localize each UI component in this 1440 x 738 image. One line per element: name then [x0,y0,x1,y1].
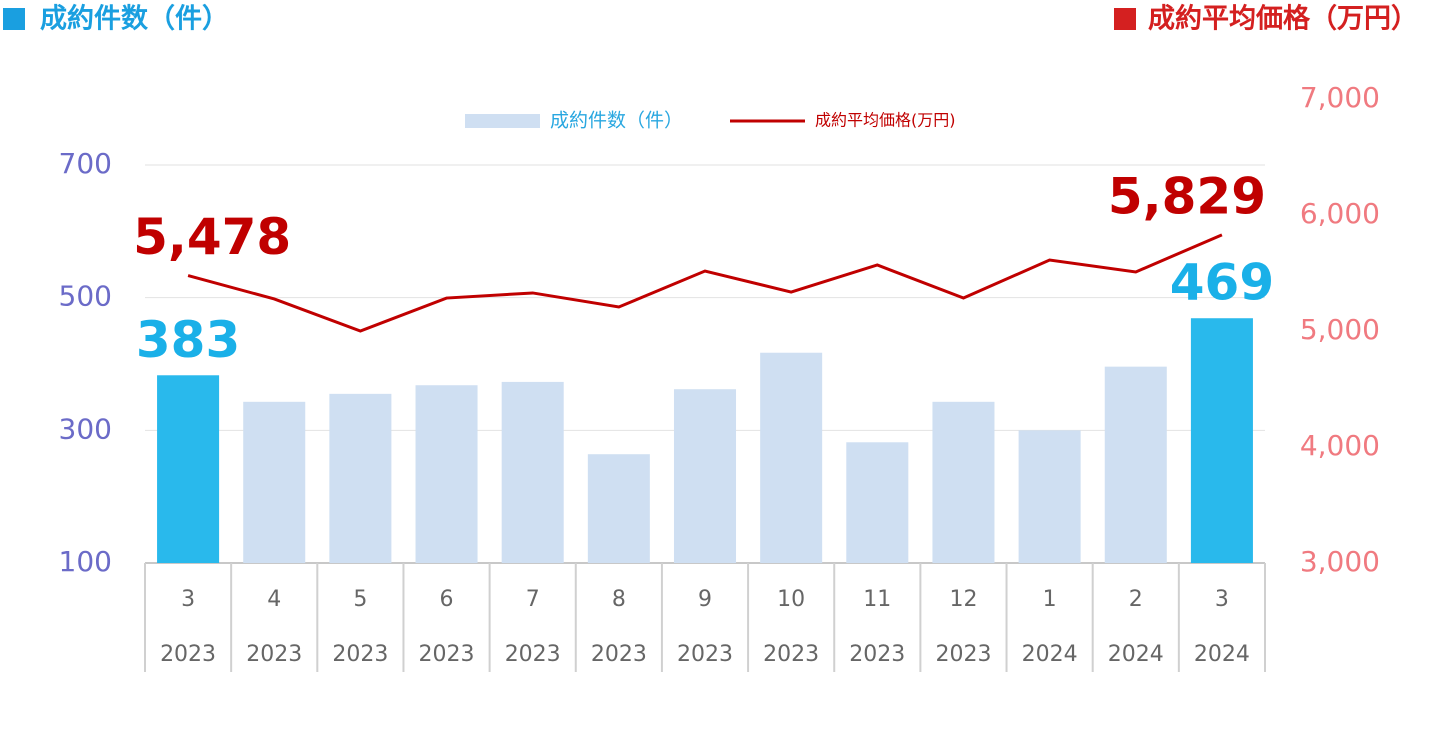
bar-value-label: 383 [136,311,240,369]
x-tick-label: 7 [526,587,540,612]
x-year-label: 2023 [935,642,991,667]
bar [1018,430,1081,563]
legend-label: 成約件数（件） [550,110,683,132]
x-year-label: 2023 [332,642,388,667]
bar [673,389,737,563]
right-title-marker [1114,8,1136,30]
x-tick-label: 3 [1215,587,1229,612]
x-tick-label: 6 [440,587,454,612]
x-tick-label: 4 [267,587,281,612]
x-year-label: 2023 [160,642,216,667]
right-axis-title: 成約平均価格（万円） [1148,3,1418,35]
y-tick-label: 300 [59,412,112,445]
x-year-label: 2023 [849,642,905,667]
y-tick-label: 700 [59,147,112,180]
x-year-label: 2023 [763,642,819,667]
bar [760,352,823,563]
y2-tick-label: 6,000 [1300,197,1380,230]
line-value-label: 5,478 [133,208,291,266]
x-tick-label: 3 [181,587,195,612]
x-tick-label: 11 [863,587,891,612]
x-year-label: 2024 [1108,642,1164,667]
bar [1190,318,1253,563]
legend-label: 成約平均価格(万円) [815,111,956,130]
bar [501,381,564,563]
x-tick-label: 8 [612,587,626,612]
y2-tick-label: 7,000 [1300,81,1380,114]
bar [157,375,220,563]
bar [846,442,909,563]
x-tick-label: 1 [1043,587,1057,612]
x-year-label: 2023 [591,642,647,667]
y2-tick-label: 3,000 [1300,545,1380,578]
x-tick-label: 5 [353,587,367,612]
y2-tick-label: 5,000 [1300,313,1380,346]
x-year-label: 2024 [1022,642,1078,667]
x-year-label: 2023 [246,642,302,667]
y2-tick-label: 4,000 [1300,429,1380,462]
x-year-label: 2023 [677,642,733,667]
x-tick-label: 10 [777,587,805,612]
y-tick-label: 100 [59,545,112,578]
x-year-label: 2023 [419,642,475,667]
bar [329,393,392,563]
x-tick-label: 12 [949,587,977,612]
x-tick-label: 2 [1129,587,1143,612]
bar-value-label: 469 [1170,254,1274,312]
legend-swatch [465,114,540,128]
x-tick-label: 9 [698,587,712,612]
x-year-label: 2024 [1194,642,1250,667]
bar [415,385,478,563]
line-series [187,233,1223,333]
left-title-marker [3,8,25,30]
x-year-label: 2023 [505,642,561,667]
line-value-label: 5,829 [1108,167,1266,225]
left-axis-title: 成約件数（件） [40,3,229,35]
bar [932,401,995,563]
bar [587,454,650,563]
y-tick-label: 500 [59,280,112,313]
bar [243,401,306,563]
bar [1104,366,1167,563]
